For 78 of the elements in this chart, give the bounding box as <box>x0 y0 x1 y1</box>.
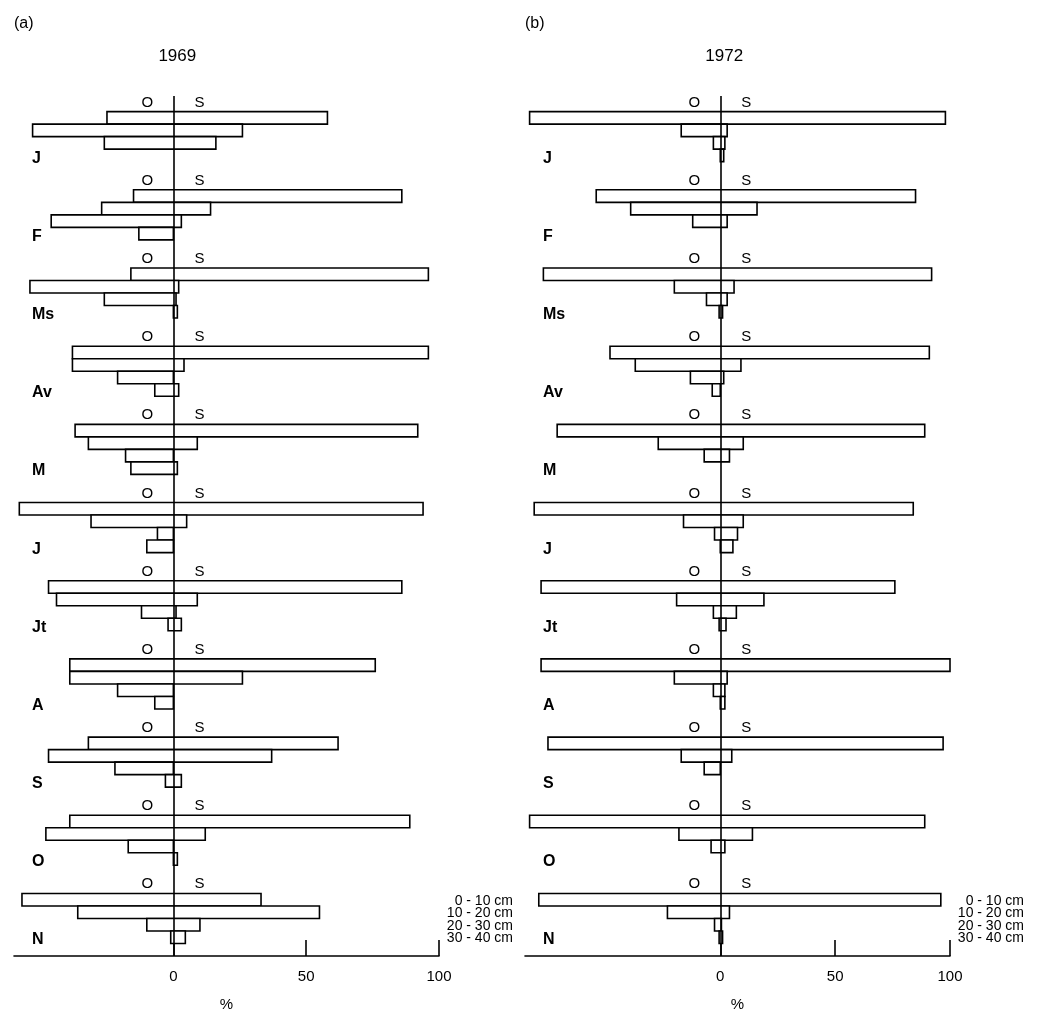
annotation: O <box>141 92 154 110</box>
y-tick-label: Jt <box>32 617 47 635</box>
annotation: S <box>194 483 205 501</box>
annotation: S <box>741 796 752 814</box>
y-tick-label: J <box>32 148 41 166</box>
x-tick-label: 100 <box>937 967 963 984</box>
annotation: S <box>741 639 752 657</box>
annotation: O <box>141 718 154 736</box>
annotation: O <box>688 92 701 110</box>
annotation: O <box>688 874 701 892</box>
y-tick-label: Ms <box>543 304 566 322</box>
x-tick-label: 50 <box>826 967 844 984</box>
y-tick-label: Av <box>543 383 563 401</box>
annotation: S <box>194 796 205 814</box>
x-tick-label: 50 <box>297 967 315 984</box>
annotation: S <box>741 561 752 579</box>
annotation: O <box>688 639 701 657</box>
annotation: S <box>194 639 205 657</box>
annotation: O <box>141 561 154 579</box>
annotation: O <box>141 327 154 345</box>
x-tick-label: 100 <box>426 967 452 984</box>
annotation: S <box>741 874 752 892</box>
y-tick-label: S <box>32 774 43 792</box>
annotation: S <box>194 327 205 345</box>
x-axis-title: % <box>730 995 745 1012</box>
y-tick-label: Jt <box>543 617 558 635</box>
annotation: S <box>194 170 205 188</box>
y-tick-label: A <box>543 695 555 713</box>
annotation: S <box>741 170 752 188</box>
chart-title: 1969 <box>158 46 197 65</box>
y-tick-label: M <box>543 461 557 479</box>
annotation: O <box>688 170 701 188</box>
y-tick-label: J <box>543 148 552 166</box>
x-tick-label: 0 <box>169 967 178 984</box>
annotation: O <box>688 561 701 579</box>
annotation: O <box>688 327 701 345</box>
text: (b) <box>525 13 545 31</box>
annotation: S <box>741 405 752 423</box>
annotation: S <box>194 561 205 579</box>
y-tick-label: J <box>32 539 41 557</box>
annotation: S <box>194 405 205 423</box>
y-tick-label: S <box>543 774 554 792</box>
annotation: O <box>688 718 701 736</box>
annotation: S <box>741 718 752 736</box>
annotation: S <box>194 249 205 266</box>
annotation: S <box>194 874 205 892</box>
annotation: O <box>141 796 154 814</box>
annotation: S <box>741 327 752 345</box>
annotation: O <box>688 796 701 814</box>
annotation: S <box>741 249 752 266</box>
annotation: O <box>141 170 154 188</box>
annotation: S <box>194 92 205 110</box>
annotation: S <box>741 483 752 501</box>
text: (a) <box>14 13 34 31</box>
annotation: O <box>688 405 701 423</box>
annotation: S <box>194 718 205 736</box>
y-tick-label: J <box>543 539 552 557</box>
x-axis-title: % <box>219 995 234 1012</box>
y-tick-label: F <box>543 226 553 244</box>
annotation: O <box>141 249 154 266</box>
annotation: S <box>741 92 752 110</box>
y-tick-label: Ms <box>32 304 55 322</box>
annotation: O <box>141 639 154 657</box>
annotation: O <box>141 483 154 501</box>
y-tick-label: M <box>32 461 46 479</box>
y-tick-label: N <box>32 930 44 948</box>
annotation: O <box>688 249 701 266</box>
x-tick-label: 0 <box>716 967 725 984</box>
annotation: O <box>688 483 701 501</box>
annotation: O <box>141 405 154 423</box>
y-tick-label: Av <box>32 383 52 401</box>
y-tick-label: O <box>543 852 556 870</box>
chart-title: 1972 <box>705 46 744 65</box>
annotation: O <box>141 874 154 892</box>
y-tick-label: O <box>32 852 45 870</box>
y-tick-label: N <box>543 930 555 948</box>
y-tick-label: F <box>32 226 42 244</box>
y-tick-label: A <box>32 695 44 713</box>
